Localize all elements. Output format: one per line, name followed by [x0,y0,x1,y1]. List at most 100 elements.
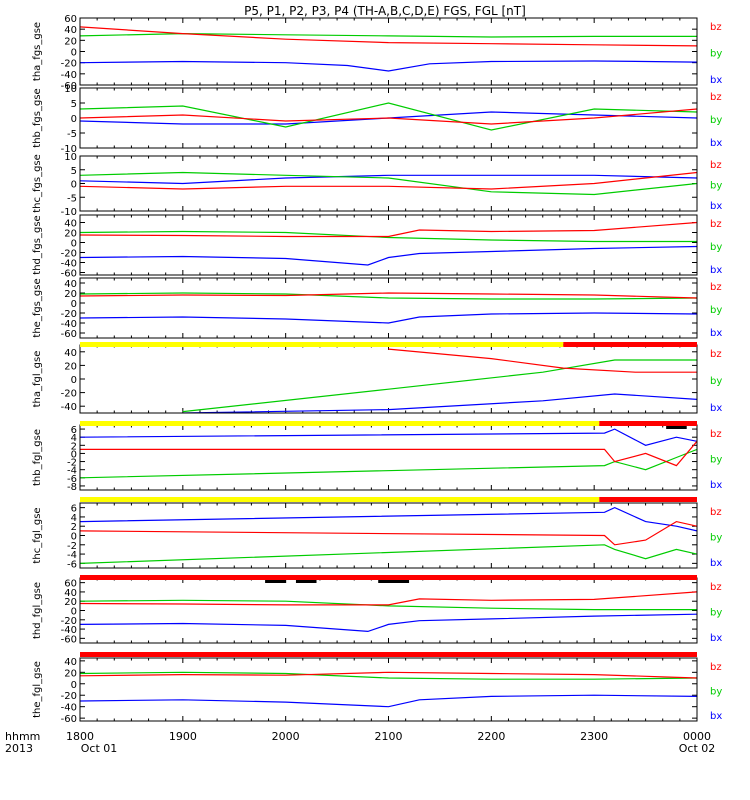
y-tick-label: 0 [71,680,77,691]
status-bar-segment [80,421,600,426]
y-tick-label: 40 [64,657,77,668]
y-tick-label: -40 [61,259,77,270]
y-tick-label: -2 [67,541,77,552]
legend-bx: bx [710,201,722,212]
y-tick-label: 20 [64,229,77,240]
legend-bx: bx [710,138,722,149]
y-tick-label: 0 [71,607,77,618]
y-axis-label: thd_fgs_gse [32,215,43,274]
y-tick-label: 0 [71,299,77,310]
y-tick-label: 20 [64,361,77,372]
legend-bz: bz [710,219,722,230]
series-by [80,544,697,564]
y-tick-label: 40 [64,25,77,36]
series-group [80,292,697,324]
y-tick-label: 0 [71,375,77,386]
legend-bz: bz [710,662,722,673]
y-tick-label: -20 [61,249,77,260]
legend-bz: bz [710,282,722,293]
y-tick-label: 0 [71,532,77,543]
x-tick-label: 2000 [272,730,300,743]
y-tick-label: 2 [71,522,77,533]
series-bx [80,245,697,266]
y-tick-label: 20 [64,289,77,300]
legend-bz: bz [710,507,722,518]
panel-tha_fgl_gse: 40 20 0 -20 -40 tha_fgl_gse bz by bx [32,344,722,414]
panel-frame [79,87,698,149]
legend-bx: bx [710,328,722,339]
year-label: 2013 [5,742,33,755]
series-group [80,591,697,633]
legend-bz: bz [710,582,722,593]
status-bar [80,497,697,502]
series-group [80,171,697,196]
y-tick-label: 10 [64,152,77,163]
y-tick-label: 0 [71,114,77,125]
data-gap-marker [265,580,286,583]
figure-title: P5, P1, P2, P3, P4 (TH-A,B,C,D,E) FGS, F… [244,4,526,18]
status-bar-segment [563,342,697,347]
y-tick-label: 0 [71,180,77,191]
y-tick-label: 0 [71,48,77,59]
status-bar [80,652,697,657]
y-tick-label: -4 [67,466,77,477]
panel-frame [79,577,698,644]
legend-bx: bx [710,403,722,414]
y-tick-label: 5 [71,166,77,177]
series-bz [80,440,697,467]
series-bx [80,613,697,633]
y-axis-label: tha_fgs_gse [32,22,43,81]
y-tick-label: -8 [67,482,77,493]
panel-thb_fgs_gse: 10 5 0 -5 -10 thb_fgs_gse bz by bx [32,84,722,155]
series-by [80,32,697,38]
series-by [80,671,697,680]
series-group [80,428,697,479]
series-by [80,102,697,131]
y-axis-label: tha_fgl_gse [32,351,43,408]
y-tick-label: -10 [61,144,77,155]
y-tick-label: -60 [61,714,77,725]
start-date-label: Oct 01 [81,742,118,755]
series-group [80,506,697,564]
legend-by: by [710,49,722,60]
legend-by: by [710,181,722,192]
panel-frame [79,155,698,212]
series-bx [182,393,697,413]
y-tick-label: 2 [71,441,77,452]
y-tick-label: -20 [61,59,77,70]
y-tick-label: 60 [64,14,77,25]
y-tick-label: -20 [61,309,77,320]
end-date-label: Oct 02 [679,742,716,755]
legend-bz: bz [710,429,722,440]
series-bx [80,506,697,532]
panel-thc_fgs_gse: 10 5 0 -5 -10 thc_fgs_gse bz by bx [32,152,722,218]
series-bx [80,312,697,324]
time-label: hhmm [5,730,40,743]
series-by [80,599,697,611]
series-group [80,102,697,131]
y-tick-label: -40 [61,70,77,81]
panel-frame [79,344,698,414]
legend-by: by [710,455,722,466]
series-group [80,221,697,266]
series-by [80,448,697,479]
panel-frame [79,214,698,276]
series-bz [80,520,697,546]
legend-bx: bx [710,633,722,644]
y-tick-label: 6 [71,504,77,515]
y-axis-label: thb_fgs_gse [32,88,43,147]
y-tick-label: -2 [67,458,77,469]
y-tick-label: -40 [61,319,77,330]
x-tick-label: 1900 [169,730,197,743]
series-group [80,26,697,72]
y-tick-label: -60 [61,634,77,645]
y-tick-label: -6 [67,559,77,570]
y-tick-label: -5 [67,129,77,140]
